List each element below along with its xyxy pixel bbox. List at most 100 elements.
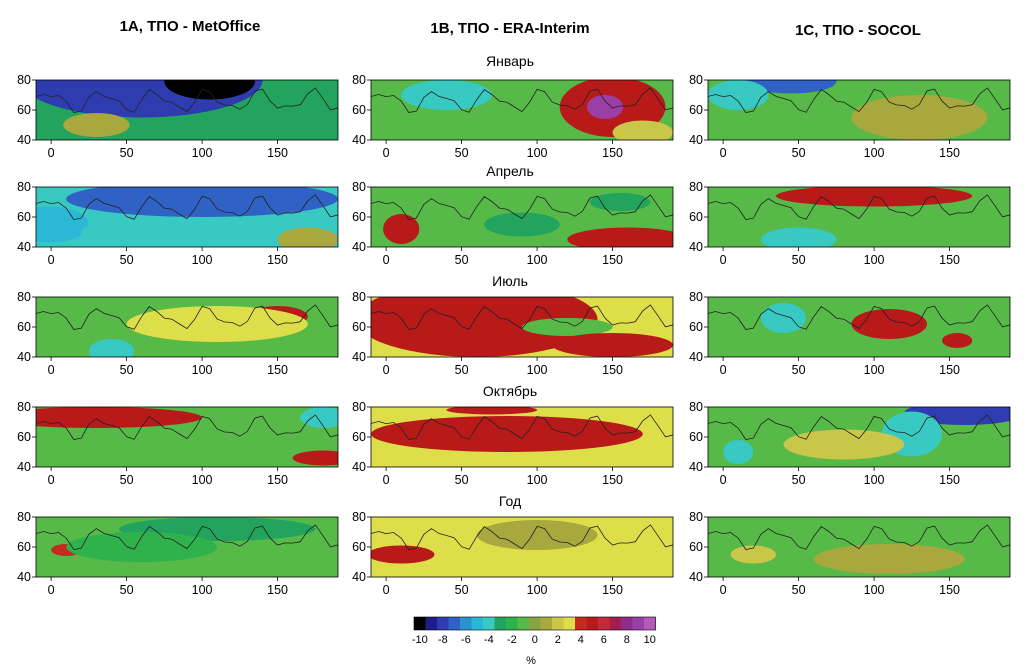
anomaly-blob — [612, 120, 673, 140]
panel-field — [36, 517, 338, 577]
y-tick-label: 80 — [352, 73, 366, 87]
panel-field — [371, 517, 673, 577]
panel-field — [371, 297, 673, 357]
colorbar-cell — [598, 617, 610, 630]
y-tick-label: 60 — [689, 210, 703, 224]
x-tick-label: 50 — [792, 473, 806, 487]
x-tick-label: 150 — [939, 146, 960, 160]
x-tick-label: 150 — [939, 253, 960, 267]
coastline — [36, 304, 338, 330]
x-tick-label: 150 — [267, 363, 288, 377]
anomaly-blob — [66, 187, 338, 217]
x-tick-label: 50 — [455, 146, 469, 160]
panel-1-1: 40 60 80 0 50 100 150 — [352, 180, 674, 267]
anomaly-blob — [708, 80, 769, 110]
y-tick-label: 80 — [689, 73, 703, 87]
x-tick-label: 50 — [120, 146, 134, 160]
y-tick-label: 80 — [17, 180, 31, 194]
colorbar-cell — [540, 617, 553, 630]
coastline — [36, 194, 338, 220]
x-tick-label: 50 — [792, 583, 806, 597]
coastline — [36, 87, 338, 113]
panel-4-0: 40 60 80 0 50 100 150 — [17, 510, 339, 597]
x-tick-label: 0 — [48, 146, 55, 160]
x-tick-label: 0 — [48, 473, 55, 487]
anomaly-blob — [446, 407, 538, 415]
panel-0-0: 40 60 80 0 50 100 150 — [17, 73, 339, 160]
colorbar-tick-label: 4 — [578, 634, 584, 646]
x-tick-label: 150 — [267, 146, 288, 160]
coastline — [36, 524, 338, 550]
colorbar-tick-label: -4 — [484, 634, 494, 646]
colorbar-cell — [414, 617, 426, 630]
y-tick-label: 80 — [352, 290, 366, 304]
colorbar-tick-label: -6 — [461, 634, 471, 646]
x-tick-label: 50 — [455, 363, 469, 377]
panel-3-0: 40 60 80 0 50 100 150 — [17, 400, 339, 487]
anomaly-blob — [851, 309, 927, 339]
colorbar-tick-label: 2 — [555, 634, 561, 646]
panels-layer: 40 60 80 0 50 100 150 40 60 80 0 50 100 150 40 60 80 0 50 1… — [17, 73, 1011, 597]
panel-field — [36, 407, 338, 467]
anomaly-blob — [292, 450, 338, 466]
colorbar-unit-label: % — [526, 655, 536, 667]
anomaly-blob — [277, 227, 338, 247]
x-tick-label: 150 — [267, 253, 288, 267]
anomaly-blob — [262, 80, 338, 107]
panel-field — [708, 407, 1010, 467]
anomaly-blob — [760, 227, 837, 247]
x-tick-label: 100 — [192, 363, 213, 377]
y-tick-label: 60 — [689, 430, 703, 444]
colorbar-cell — [437, 617, 449, 630]
x-tick-label: 0 — [383, 473, 390, 487]
y-tick-label: 40 — [689, 240, 703, 254]
colorbar-cell — [563, 617, 576, 630]
panel-0-2: 40 60 80 0 50 100 150 — [689, 73, 1011, 160]
colorbar-tick-label: 0 — [532, 634, 538, 646]
row-title-october: Октябрь — [483, 383, 537, 399]
y-tick-label: 80 — [17, 73, 31, 87]
x-tick-label: 100 — [527, 473, 548, 487]
y-tick-label: 80 — [352, 510, 366, 524]
y-tick-label: 60 — [17, 430, 31, 444]
x-tick-label: 150 — [602, 253, 623, 267]
anomaly-blob — [522, 318, 613, 336]
x-tick-label: 50 — [792, 146, 806, 160]
x-tick-label: 150 — [939, 583, 960, 597]
x-tick-label: 0 — [383, 583, 390, 597]
anomaly-blob — [383, 214, 420, 244]
y-tick-label: 60 — [352, 430, 366, 444]
y-tick-label: 60 — [352, 320, 366, 334]
anomaly-blob — [760, 303, 807, 333]
panel-2-2: 40 60 80 0 50 100 150 — [689, 290, 1011, 377]
colorbar-cell — [517, 617, 530, 630]
y-tick-label: 60 — [352, 210, 366, 224]
x-tick-label: 100 — [192, 473, 213, 487]
colorbar-cell — [425, 617, 438, 630]
x-tick-label: 100 — [864, 473, 885, 487]
panel-0-1: 40 60 80 0 50 100 150 — [352, 73, 674, 160]
column-title-1b: 1B, ТПО - ERA-Interim — [430, 20, 589, 37]
x-tick-label: 150 — [602, 583, 623, 597]
coastline — [708, 414, 1010, 440]
y-tick-label: 80 — [352, 400, 366, 414]
y-tick-label: 60 — [17, 210, 31, 224]
anomaly-blob — [567, 227, 673, 247]
panel-field — [36, 297, 338, 357]
anomaly-blob — [484, 212, 560, 237]
y-tick-label: 40 — [352, 133, 366, 147]
x-tick-label: 0 — [720, 146, 727, 160]
x-tick-label: 100 — [527, 583, 548, 597]
coastline — [371, 414, 673, 440]
anomaly-blob — [371, 545, 435, 564]
row-title-april: Апрель — [486, 163, 534, 179]
colorbar-cell — [632, 617, 645, 630]
x-tick-label: 50 — [455, 583, 469, 597]
anomaly-blob — [81, 217, 203, 247]
panel-field — [371, 187, 673, 247]
y-tick-label: 40 — [689, 460, 703, 474]
colorbar-frame — [413, 616, 656, 631]
x-tick-label: 100 — [192, 583, 213, 597]
panel-field — [36, 80, 338, 140]
y-tick-label: 40 — [689, 350, 703, 364]
